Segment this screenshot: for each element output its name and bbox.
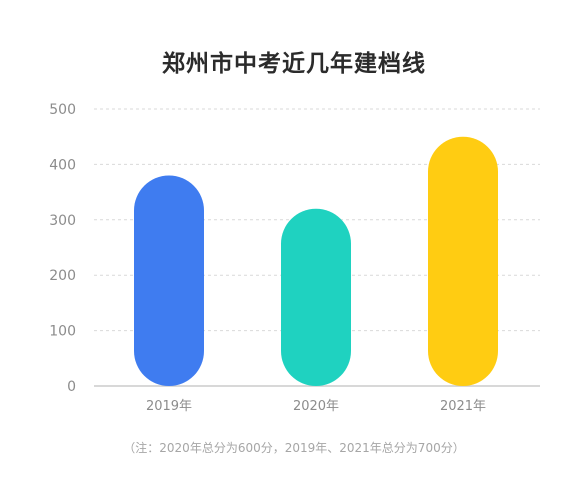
y-tick-label: 400 xyxy=(49,157,76,173)
chart-title: 郑州市中考近几年建档线 xyxy=(162,51,426,77)
bar-2 xyxy=(281,208,351,386)
bar-1 xyxy=(134,175,204,386)
y-tick-label: 200 xyxy=(49,268,76,284)
y-tick-label: 100 xyxy=(49,324,76,340)
bar-3 xyxy=(428,136,498,386)
y-tick-label: 300 xyxy=(49,213,76,229)
chart-footnote: （注：2020年总分为600分，2019年、2021年总分为700分） xyxy=(123,441,465,455)
y-tick-label: 500 xyxy=(49,102,76,118)
x-tick-label: 2019年 xyxy=(146,399,192,414)
y-tick-label: 0 xyxy=(67,379,76,395)
x-tick-label: 2020年 xyxy=(293,399,339,414)
x-tick-label: 2021年 xyxy=(440,399,486,414)
